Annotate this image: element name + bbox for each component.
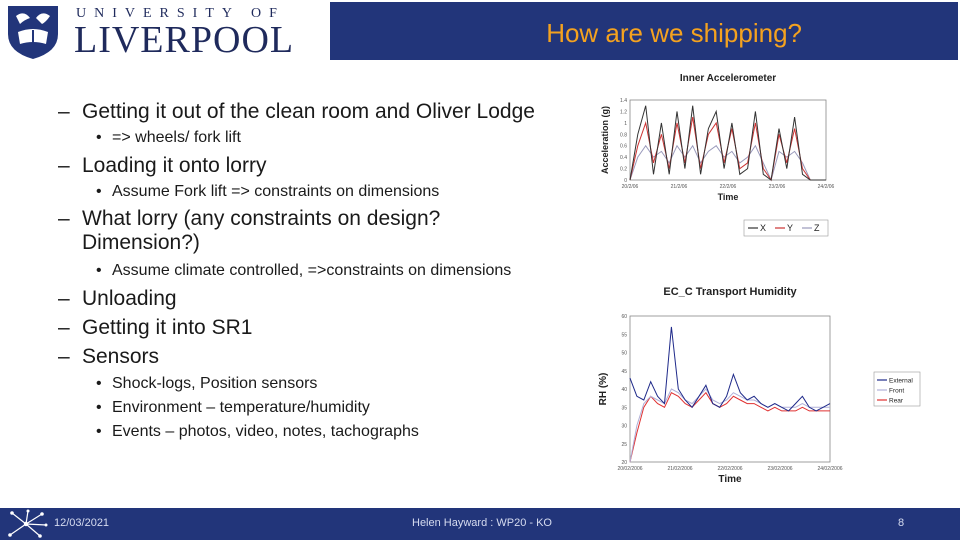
bullet-text: What lorry (any constraints on design? D…: [82, 207, 441, 254]
y-tick-label: 55: [621, 332, 627, 338]
x-tick-label: 24/02/2006: [817, 466, 842, 472]
bullet-text: Sensors: [82, 345, 160, 368]
dash-marker: –: [58, 345, 70, 368]
dash-marker: –: [58, 316, 70, 339]
y-tick-label: 1: [624, 121, 627, 127]
bullet-text: => wheels/ fork lift: [112, 129, 241, 146]
y-tick-label: 30: [621, 424, 627, 430]
university-crest-icon: [8, 6, 58, 59]
series-line-z: [629, 144, 826, 182]
y-axis-label: Acceleration (g): [600, 106, 610, 174]
dash-marker: –: [58, 207, 70, 230]
page-title: How are we shipping?: [546, 18, 802, 48]
y-tick-label: 0.2: [620, 167, 627, 173]
humidity-chart: EC_C Transport Humidity 20 25 30 35 40 45 50 55 6…: [596, 280, 922, 494]
dot-marker: •: [96, 399, 102, 416]
y-tick-label: 25: [621, 442, 627, 448]
plot-area: [629, 99, 827, 181]
series-line-external: [629, 326, 831, 412]
x-tick-label: 20/02/2006: [617, 466, 642, 472]
dash-marker: –: [58, 154, 70, 177]
page-number: 8: [898, 517, 905, 529]
bullet-text: Getting it into SR1: [82, 316, 253, 339]
sub-bullet-item: • Shock-logs, Position sensors: [58, 374, 538, 393]
bullet-text: Assume Fork lift => constraints on dimen…: [112, 183, 440, 200]
bullet-item: – What lorry (any constraints on design?…: [58, 207, 538, 255]
legend-label: Rear: [889, 398, 904, 405]
series-line-rear: [629, 391, 830, 463]
x-axis-label: Time: [718, 474, 742, 485]
legend-box: [743, 219, 829, 237]
x-tick-label: 20/2/06: [622, 184, 639, 190]
footer-date: 12/03/2021: [54, 517, 110, 529]
y-tick-label: 0.6: [620, 144, 627, 150]
bullet-item: – Loading it onto lorry: [58, 154, 538, 178]
y-tick-label: 35: [621, 405, 627, 411]
network-logo-icon: [8, 509, 48, 538]
sub-bullet-item: • => wheels/ fork lift: [58, 128, 538, 147]
dot-marker: •: [96, 129, 102, 146]
bullet-item: – Sensors: [58, 345, 538, 369]
sub-bullet-item: • Assume climate controlled, =>constrain…: [58, 261, 538, 280]
bullet-item: – Unloading: [58, 287, 538, 311]
bullet-text: Shock-logs, Position sensors: [112, 375, 318, 392]
y-tick-label: 0: [624, 178, 627, 184]
footer-presenter: Helen Hayward : WP20 - KO: [412, 517, 552, 529]
dot-marker: •: [96, 262, 102, 279]
y-tick-label: 60: [621, 314, 627, 320]
y-tick-label: 20: [621, 460, 627, 466]
x-tick-label: 24/2/06: [818, 184, 835, 190]
x-tick-label: 22/02/2006: [717, 466, 742, 472]
bullet-list: – Getting it out of the clean room and O…: [58, 100, 538, 441]
y-tick-label: 0.4: [620, 155, 627, 161]
x-tick-label: 23/2/06: [769, 184, 786, 190]
chart-title: EC_C Transport Humidity: [663, 286, 797, 298]
sub-bullet-item: • Environment – temperature/humidity: [58, 398, 538, 417]
bullet-text: Loading it onto lorry: [82, 154, 267, 177]
liverpool-wordmark: LIVERPOOL: [74, 19, 295, 61]
x-axis-label: Time: [718, 192, 739, 202]
legend-label: X: [760, 223, 766, 233]
y-tick-label: 45: [621, 369, 627, 375]
accelerometer-chart: Inner Accelerometer 0 0.2 0.4 0.6 0.8 1 1.2 1.4 2…: [596, 68, 836, 240]
legend-box: [873, 371, 921, 407]
bullet-text: Events – photos, video, notes, tachograp…: [112, 423, 419, 440]
legend-label: Z: [814, 223, 820, 233]
legend-label: Y: [787, 223, 793, 233]
y-tick-label: 50: [621, 351, 627, 357]
bullet-text: Environment – temperature/humidity: [112, 399, 370, 416]
x-tick-label: 21/02/2006: [667, 466, 692, 472]
bullet-text: Unloading: [82, 287, 177, 310]
x-tick-label: 23/02/2006: [767, 466, 792, 472]
legend-label: External: [889, 378, 913, 385]
dash-marker: –: [58, 100, 70, 123]
y-tick-label: 1.2: [620, 109, 627, 115]
y-axis-label: RH (%): [598, 373, 609, 406]
dot-marker: •: [96, 375, 102, 392]
bullet-item: – Getting it into SR1: [58, 316, 538, 340]
y-tick-label: 1.4: [620, 98, 627, 104]
bullet-item: – Getting it out of the clean room and O…: [58, 100, 538, 124]
x-tick-label: 22/2/06: [720, 184, 737, 190]
dot-marker: •: [96, 423, 102, 440]
dash-marker: –: [58, 287, 70, 310]
sub-bullet-item: • Events – photos, video, notes, tachogr…: [58, 422, 538, 441]
bullet-text: Getting it out of the clean room and Oli…: [82, 100, 535, 123]
plot-area: [629, 315, 831, 463]
x-tick-label: 21/2/06: [671, 184, 688, 190]
title-band: [330, 2, 958, 60]
footer-bar: [0, 508, 960, 540]
university-of-text: UNIVERSITY OF: [76, 6, 285, 21]
sub-bullet-item: • Assume Fork lift => constraints on dim…: [58, 182, 538, 201]
y-tick-label: 0.8: [620, 132, 627, 138]
series-line-x: [629, 105, 826, 181]
legend-label: Front: [889, 388, 904, 395]
bullet-text: Assume climate controlled, =>constraints…: [112, 262, 512, 279]
dot-marker: •: [96, 183, 102, 200]
y-tick-label: 40: [621, 387, 627, 393]
chart-title: Inner Accelerometer: [680, 73, 776, 84]
